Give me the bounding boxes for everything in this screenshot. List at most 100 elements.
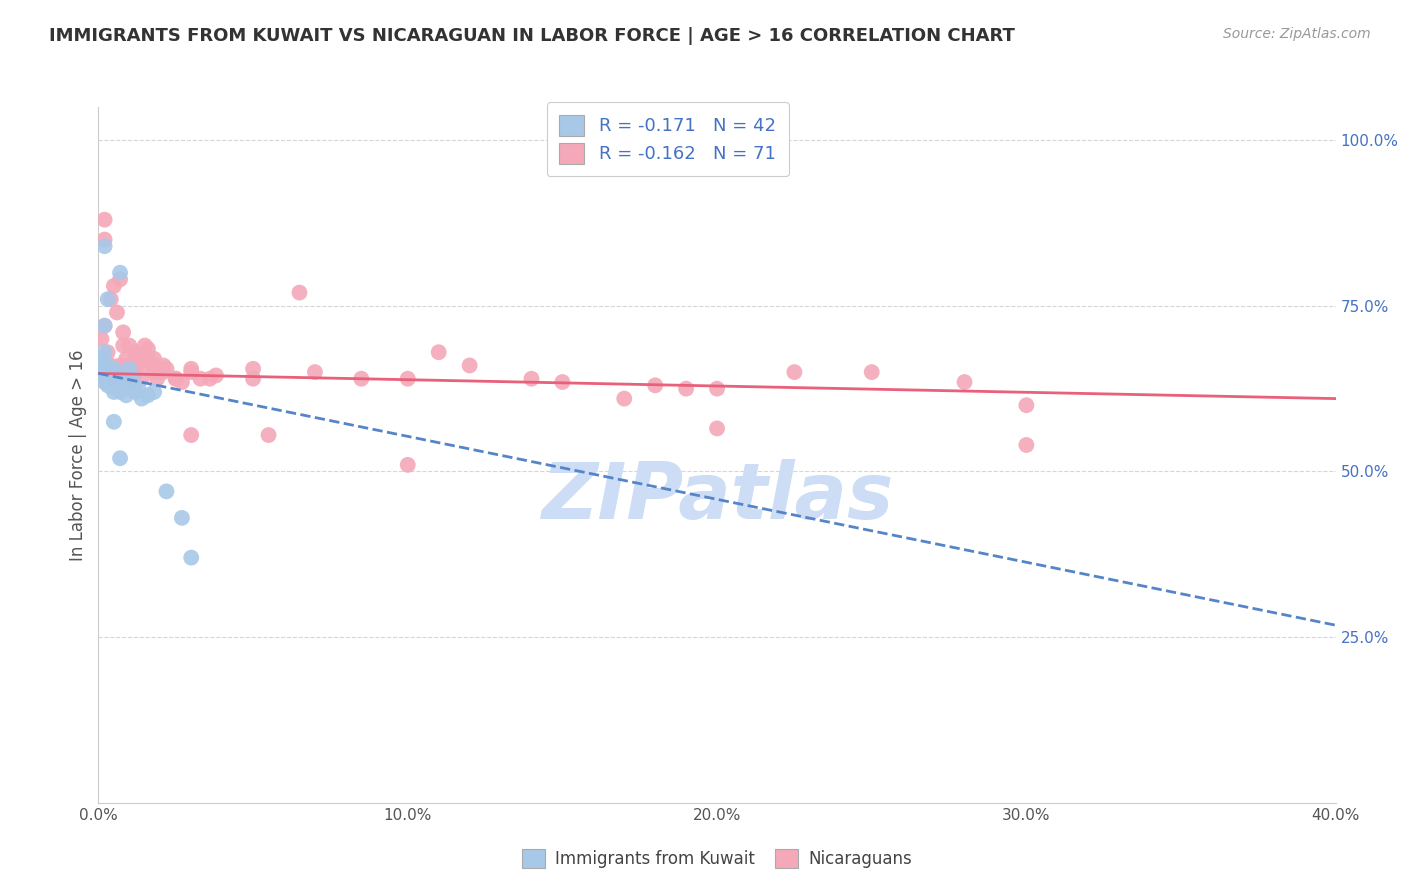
Point xyxy=(165,372,187,386)
Point xyxy=(170,511,193,525)
Point xyxy=(115,378,138,392)
Point xyxy=(131,372,153,386)
Point xyxy=(100,378,122,392)
Point xyxy=(97,372,120,386)
Point xyxy=(93,359,115,373)
Point xyxy=(108,451,131,466)
Legend: Immigrants from Kuwait, Nicaraguans: Immigrants from Kuwait, Nicaraguans xyxy=(515,842,920,874)
Point xyxy=(124,359,146,373)
Point xyxy=(128,382,150,396)
Point xyxy=(180,428,202,442)
Point xyxy=(139,355,162,369)
Point xyxy=(136,388,159,402)
Point xyxy=(706,382,728,396)
Point xyxy=(93,239,115,253)
Point xyxy=(613,392,636,406)
Point xyxy=(128,349,150,363)
Point xyxy=(136,351,159,366)
Point xyxy=(1015,438,1038,452)
Point xyxy=(118,359,141,373)
Text: Source: ZipAtlas.com: Source: ZipAtlas.com xyxy=(1223,27,1371,41)
Point xyxy=(93,318,115,333)
Point xyxy=(242,372,264,386)
Point xyxy=(112,365,135,379)
Point xyxy=(149,365,172,379)
Point xyxy=(860,365,883,379)
Point xyxy=(103,279,125,293)
Point xyxy=(551,375,574,389)
Point xyxy=(105,382,128,396)
Point xyxy=(108,266,131,280)
Point xyxy=(108,384,131,399)
Point xyxy=(103,415,125,429)
Point xyxy=(427,345,450,359)
Point xyxy=(205,368,228,383)
Point xyxy=(675,382,697,396)
Point xyxy=(115,372,138,386)
Point xyxy=(93,345,115,359)
Point xyxy=(1015,398,1038,412)
Point xyxy=(115,351,138,366)
Point xyxy=(97,365,120,379)
Point xyxy=(103,361,125,376)
Point xyxy=(100,292,122,306)
Point xyxy=(112,338,135,352)
Point xyxy=(93,233,115,247)
Point xyxy=(115,388,138,402)
Point xyxy=(93,375,115,389)
Point xyxy=(170,375,193,389)
Point xyxy=(124,345,146,359)
Point xyxy=(143,359,166,373)
Point xyxy=(100,359,122,373)
Point xyxy=(257,428,280,442)
Point xyxy=(242,361,264,376)
Point xyxy=(105,365,128,379)
Point xyxy=(103,384,125,399)
Point xyxy=(97,359,120,373)
Point xyxy=(90,332,112,346)
Point xyxy=(198,372,221,386)
Point xyxy=(90,361,112,376)
Point xyxy=(143,384,166,399)
Point xyxy=(128,355,150,369)
Point xyxy=(97,292,120,306)
Point xyxy=(90,372,112,386)
Point xyxy=(118,361,141,376)
Point xyxy=(112,326,135,340)
Point xyxy=(134,338,156,352)
Point xyxy=(146,372,169,386)
Point xyxy=(396,372,419,386)
Point xyxy=(152,365,174,379)
Point xyxy=(108,359,131,373)
Point xyxy=(458,359,481,373)
Point xyxy=(103,372,125,386)
Point xyxy=(783,365,806,379)
Point xyxy=(108,272,131,286)
Point xyxy=(396,458,419,472)
Y-axis label: In Labor Force | Age > 16: In Labor Force | Age > 16 xyxy=(69,349,87,561)
Point xyxy=(350,372,373,386)
Point xyxy=(93,318,115,333)
Point xyxy=(90,351,112,366)
Point xyxy=(288,285,311,300)
Point xyxy=(706,421,728,435)
Point xyxy=(118,372,141,386)
Point xyxy=(180,365,202,379)
Point xyxy=(121,372,143,386)
Point xyxy=(190,372,212,386)
Point xyxy=(124,365,146,379)
Point xyxy=(105,372,128,386)
Point xyxy=(118,338,141,352)
Point xyxy=(152,359,174,373)
Point xyxy=(134,359,156,373)
Point xyxy=(143,365,166,379)
Point xyxy=(165,372,187,386)
Point xyxy=(180,361,202,376)
Point xyxy=(97,345,120,359)
Text: ZIPatlas: ZIPatlas xyxy=(541,458,893,534)
Point xyxy=(103,372,125,386)
Point xyxy=(520,372,543,386)
Point xyxy=(100,365,122,379)
Point xyxy=(112,382,135,396)
Point xyxy=(97,378,120,392)
